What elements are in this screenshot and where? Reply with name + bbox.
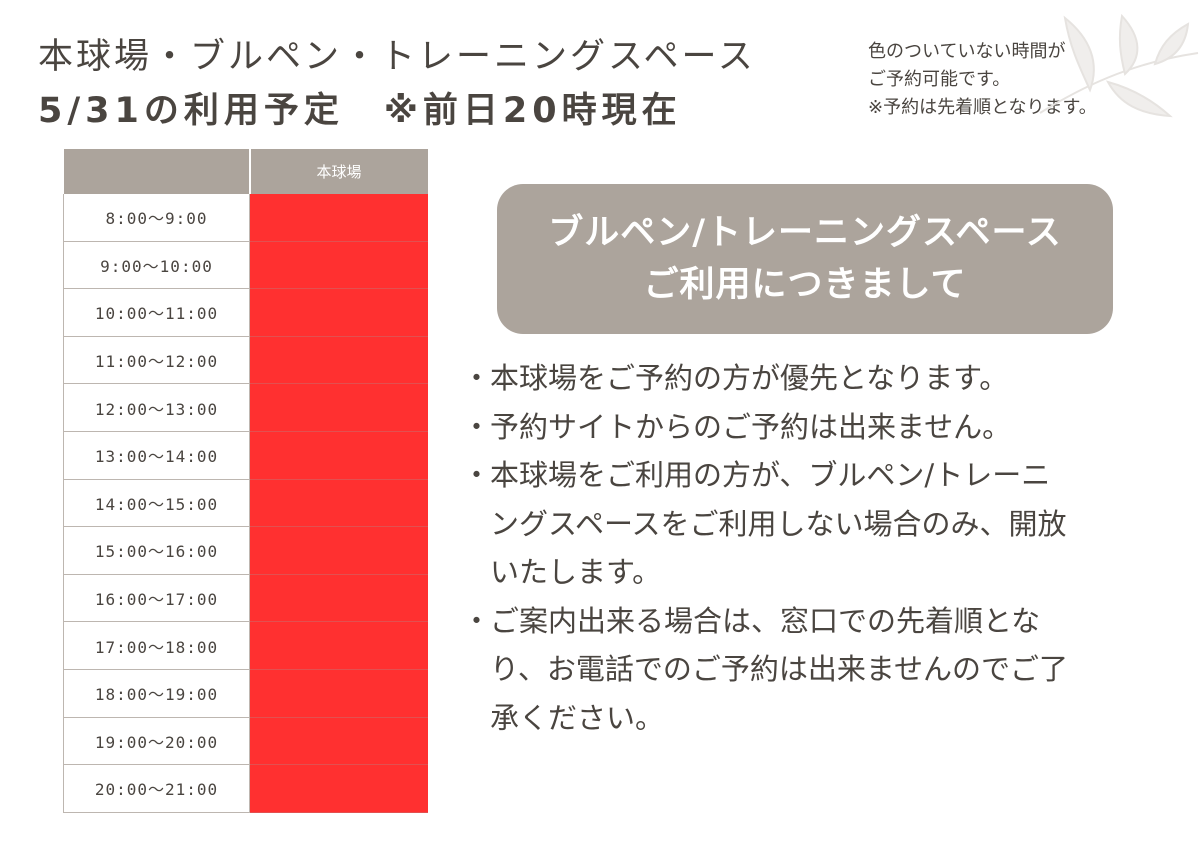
time-slot-label: 12:00〜13:00	[63, 383, 250, 432]
reserved-slot	[249, 621, 428, 670]
rule-line: 承ください。	[490, 700, 665, 735]
schedule-row: 8:00〜9:00	[63, 194, 428, 242]
time-slot-label: 19:00〜20:00	[63, 717, 250, 766]
schedule-row: 19:00〜20:00	[63, 717, 428, 766]
rule-line: り、お電話でのご予約は出来ませんのでご了	[490, 652, 1068, 686]
rule-item: ・本球場をご予約の方が優先となります。	[462, 354, 1162, 403]
rule-line: 予約サイトからのご予約は出来ません。	[490, 409, 1012, 444]
schedule-row: 13:00〜14:00	[63, 431, 428, 480]
schedule-row: 15:00〜16:00	[63, 526, 428, 575]
schedule-row: 12:00〜13:00	[63, 383, 428, 432]
reserved-slot	[249, 764, 428, 813]
rule-line: ご案内出来る場合は、窓口での先着順とな	[490, 603, 1041, 638]
time-column-header	[63, 149, 251, 194]
rule-line: いたします。	[490, 555, 662, 589]
reserved-slot	[249, 574, 428, 623]
banner-line: ブルペン/トレーニングスペース	[548, 213, 1062, 253]
reserved-slot	[249, 194, 428, 242]
schedule-body: 8:00〜9:00 9:00〜10:00 10:00〜11:00 11:00〜12:0…	[63, 194, 428, 813]
schedule-row: 18:00〜19:00	[63, 669, 428, 718]
time-slot-label: 11:00〜12:00	[63, 336, 250, 385]
bullet-marker: ・	[462, 458, 492, 492]
reserved-slot	[249, 717, 428, 766]
time-slot-label: 16:00〜17:00	[63, 574, 250, 623]
time-slot-label: 13:00〜14:00	[63, 431, 250, 480]
reserved-slot	[249, 336, 428, 385]
rule-line: 本球場をご予約の方が優先となります。	[490, 361, 1009, 395]
schedule-table: 本球場 8:00〜9:00 9:00〜10:00 10:00〜11:00 11:00〜…	[63, 149, 428, 813]
time-slot-label: 8:00〜9:00	[63, 194, 250, 242]
rule-item: ・本球場をご利用の方が、ブルペン/トレーニ ングスペースをご利用しない場合のみ、開…	[462, 451, 1162, 597]
time-slot-label: 18:00〜19:00	[63, 669, 250, 718]
time-slot-label: 10:00〜11:00	[63, 288, 250, 337]
reserved-slot	[249, 383, 428, 432]
reserved-slot	[249, 288, 428, 337]
rule-item: ・予約サイトからのご予約は出来ません。	[462, 403, 1162, 452]
bullet-marker: ・	[462, 603, 492, 638]
reserved-slot	[249, 479, 428, 528]
reserved-slot	[249, 669, 428, 718]
bullet-marker: ・	[462, 409, 492, 444]
time-slot-label: 9:00〜10:00	[63, 241, 250, 290]
reserved-slot	[249, 431, 428, 480]
reserved-slot	[249, 241, 428, 290]
note-line: ※予約は先着順となります。	[868, 97, 1097, 118]
schedule-row: 10:00〜11:00	[63, 288, 428, 337]
schedule-row: 16:00〜17:00	[63, 574, 428, 623]
bullet-marker: ・	[462, 361, 492, 395]
time-slot-label: 15:00〜16:00	[63, 526, 250, 575]
note-line: ご予約可能です。	[868, 69, 1011, 90]
page-title: 本球場・ブルペン・トレーニングスペース	[38, 37, 756, 77]
note-line: 色のついていない時間が	[868, 41, 1066, 62]
schedule-row: 17:00〜18:00	[63, 621, 428, 670]
rule-line: ングスペースをご利用しない場合のみ、開放	[490, 506, 1067, 541]
bullpen-usage-banner: ブルペン/トレーニングスペース ご利用につきまして	[497, 184, 1113, 334]
schedule-row: 14:00〜15:00	[63, 479, 428, 528]
usage-rules-list: ・本球場をご予約の方が優先となります。・予約サイトからのご予約は出来ません。・本…	[462, 354, 1162, 742]
schedule-header-row: 本球場	[63, 149, 428, 194]
schedule-row: 9:00〜10:00	[63, 241, 428, 290]
time-slot-label: 14:00〜15:00	[63, 479, 250, 528]
banner-line: ご利用につきまして	[643, 265, 967, 305]
rule-line: 本球場をご利用の方が、ブルペン/トレーニ	[490, 458, 1051, 492]
availability-note: 色のついていない時間が ご予約可能です。 ※予約は先着順となります。	[868, 38, 1097, 122]
reserved-slot	[249, 526, 428, 575]
page-subtitle: 5/31の利用予定 ※前日20時現在	[38, 91, 682, 131]
schedule-row: 11:00〜12:00	[63, 336, 428, 385]
schedule-row: 20:00〜21:00	[63, 764, 428, 813]
time-slot-label: 20:00〜21:00	[63, 764, 250, 813]
time-slot-label: 17:00〜18:00	[63, 621, 250, 670]
leaf-decoration-icon	[1039, 13, 1199, 118]
main-field-column-header: 本球場	[249, 149, 428, 194]
rule-item: ・ご案内出来る場合は、窓口での先着順とな り、お電話でのご予約は出来ませんのでご了…	[462, 597, 1162, 743]
